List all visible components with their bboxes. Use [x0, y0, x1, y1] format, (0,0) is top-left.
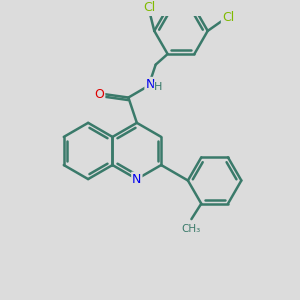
Text: N: N: [146, 78, 155, 91]
Text: N: N: [132, 172, 142, 186]
Text: CH₃: CH₃: [182, 224, 201, 234]
Text: Cl: Cl: [143, 1, 155, 14]
Text: O: O: [94, 88, 104, 101]
Text: H: H: [154, 82, 163, 92]
Text: Cl: Cl: [222, 11, 234, 24]
